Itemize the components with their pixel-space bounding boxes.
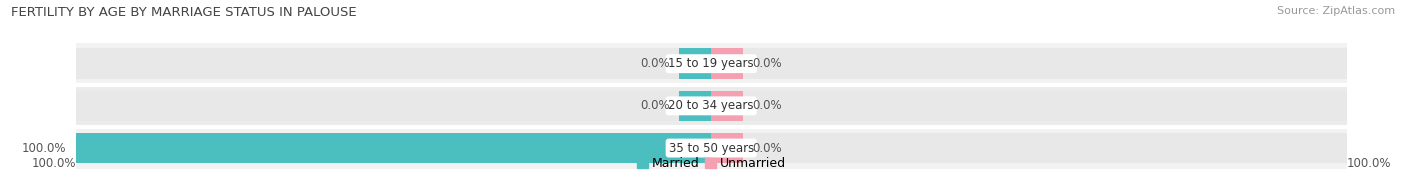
- Text: 100.0%: 100.0%: [31, 157, 76, 170]
- Bar: [711, 91, 1347, 121]
- Text: 0.0%: 0.0%: [752, 142, 782, 155]
- Text: Source: ZipAtlas.com: Source: ZipAtlas.com: [1277, 6, 1395, 16]
- Bar: [711, 48, 1347, 79]
- Bar: [76, 85, 1347, 127]
- Text: FERTILITY BY AGE BY MARRIAGE STATUS IN PALOUSE: FERTILITY BY AGE BY MARRIAGE STATUS IN P…: [11, 6, 357, 19]
- Text: 0.0%: 0.0%: [640, 57, 669, 70]
- Bar: [711, 91, 742, 121]
- Bar: [679, 48, 711, 79]
- Bar: [711, 133, 742, 163]
- Bar: [679, 91, 711, 121]
- Text: 0.0%: 0.0%: [752, 57, 782, 70]
- Text: 0.0%: 0.0%: [640, 99, 669, 112]
- Text: 0.0%: 0.0%: [752, 99, 782, 112]
- Bar: [711, 133, 1347, 163]
- Bar: [76, 43, 1347, 85]
- Bar: [76, 127, 1347, 169]
- Bar: [76, 91, 711, 121]
- Bar: [76, 133, 711, 163]
- Text: 100.0%: 100.0%: [1347, 157, 1391, 170]
- Text: 100.0%: 100.0%: [22, 142, 66, 155]
- Bar: [76, 133, 711, 163]
- Text: 20 to 34 years: 20 to 34 years: [668, 99, 754, 112]
- Bar: [76, 48, 711, 79]
- Bar: [711, 48, 742, 79]
- Legend: Married, Unmarried: Married, Unmarried: [631, 152, 790, 175]
- Text: 35 to 50 years: 35 to 50 years: [669, 142, 754, 155]
- Text: 15 to 19 years: 15 to 19 years: [668, 57, 754, 70]
